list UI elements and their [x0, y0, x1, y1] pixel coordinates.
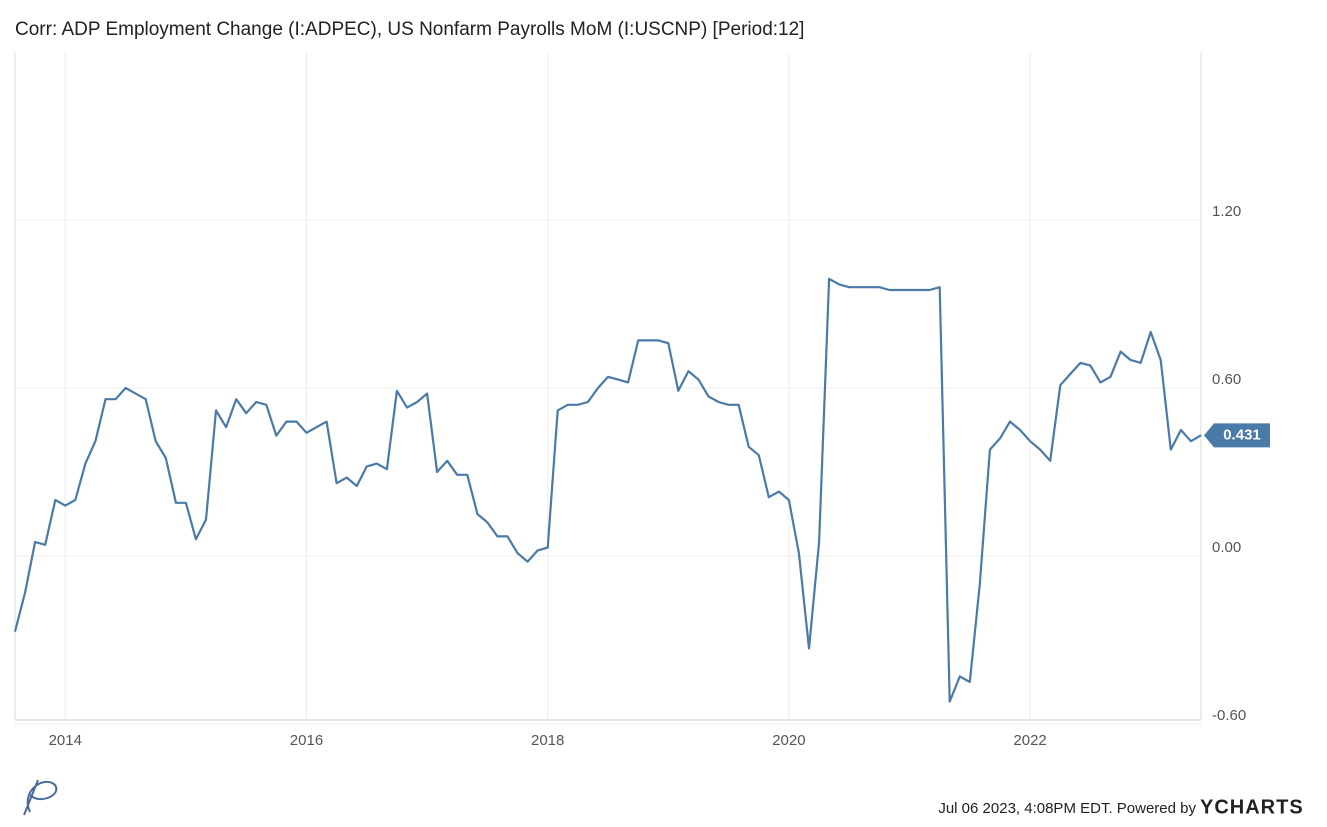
y-tick-label: 1.20: [1212, 203, 1241, 220]
data-line: [13, 277, 1202, 703]
y-tick-label: -0.60: [1212, 707, 1246, 724]
x-tick-label: 2020: [772, 732, 805, 749]
last-value-label: 0.431: [1223, 426, 1261, 443]
footer: Jul 06 2023, 4:08PM EDT. Powered by: [938, 800, 1196, 817]
y-tick-label: 0.60: [1212, 371, 1241, 388]
last-value-box: [1204, 423, 1270, 448]
chart-title: Corr: ADP Employment Change (I:ADPEC), U…: [15, 19, 804, 40]
brand-logo: YCHARTS: [1200, 796, 1304, 818]
x-tick-label: 2014: [49, 732, 82, 749]
y-tick-label: 0.00: [1212, 539, 1241, 556]
x-tick-label: 2022: [1013, 732, 1046, 749]
x-tick-label: 2018: [531, 732, 564, 749]
logo-icon: [23, 779, 58, 816]
x-tick-label: 2016: [290, 732, 323, 749]
